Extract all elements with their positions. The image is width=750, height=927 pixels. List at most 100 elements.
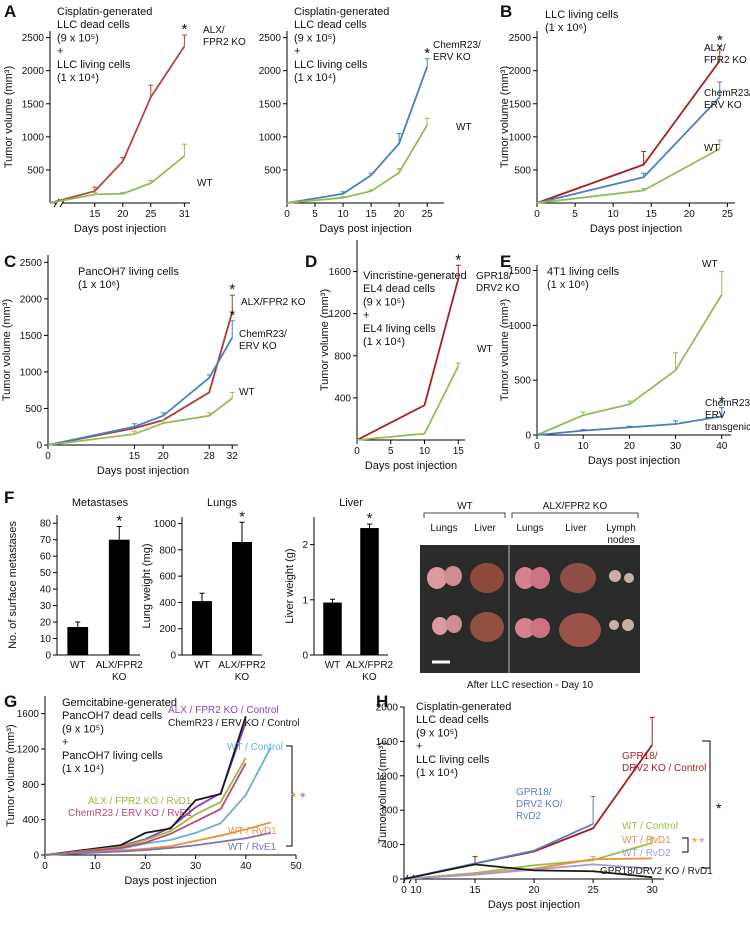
y-tick-label: 400 bbox=[381, 840, 398, 851]
panel-label: B bbox=[500, 2, 512, 21]
y-tick-label: 40 bbox=[40, 585, 52, 596]
panel-label: A bbox=[4, 2, 16, 21]
y-tick-label: 1000 bbox=[509, 132, 532, 143]
significance-mark: * bbox=[291, 789, 297, 805]
series-line bbox=[44, 716, 247, 856]
error-bar bbox=[92, 186, 98, 192]
error-bar bbox=[160, 419, 166, 424]
y-tick-label: 10 bbox=[40, 634, 52, 645]
error-bar bbox=[455, 264, 461, 279]
x-tick-label: 0 bbox=[401, 885, 407, 896]
x-axis-label: Days post injection bbox=[124, 875, 216, 887]
x-tick-label: 31 bbox=[179, 209, 191, 220]
error-bar bbox=[160, 412, 166, 416]
column-label: Lungs bbox=[430, 523, 457, 534]
y-axis-label: No. of surface metastases bbox=[7, 521, 19, 649]
y-tick-label: 1200 bbox=[376, 771, 399, 782]
y-tick-label: 1600 bbox=[17, 709, 40, 720]
x-tick-label: 10 bbox=[90, 861, 102, 872]
series-label: WT / Control bbox=[227, 742, 283, 753]
y-tick-label: 0 bbox=[525, 431, 531, 442]
chart-title: Metastases bbox=[72, 497, 129, 509]
error-bar bbox=[717, 45, 723, 61]
series-line bbox=[536, 60, 721, 204]
organ bbox=[470, 612, 504, 642]
bar bbox=[360, 528, 379, 655]
x-tick-label: 5 bbox=[388, 446, 394, 457]
chart-title: LLC living cells (1 x 10⁶) bbox=[545, 9, 619, 34]
y-tick-label: 400 bbox=[159, 598, 176, 609]
y-tick-label: 2000 bbox=[509, 66, 532, 77]
error-bar bbox=[626, 425, 632, 428]
photo bbox=[420, 545, 640, 673]
x-tick-label: 10 bbox=[578, 441, 590, 452]
y-tick-label: 400 bbox=[334, 393, 351, 404]
column-label: Lymph nodes bbox=[606, 523, 636, 546]
error-bar bbox=[199, 592, 205, 602]
error-bar bbox=[673, 352, 679, 371]
significance-bracket bbox=[286, 745, 293, 847]
y-tick-label: 0 bbox=[33, 851, 39, 862]
x-tick-label: ALX/FPR2 KO bbox=[96, 660, 144, 683]
x-tick-label: 20 bbox=[624, 441, 636, 452]
x-tick-label: ALX/FPR2 KO bbox=[218, 660, 266, 683]
x-axis-label: Days post injection bbox=[488, 899, 580, 911]
organ bbox=[470, 563, 504, 593]
y-tick-label: 1000 bbox=[509, 321, 532, 332]
series-line bbox=[356, 365, 460, 441]
y-tick-label: 50 bbox=[40, 568, 52, 579]
y-tick-label: 1 bbox=[302, 595, 308, 606]
x-tick-label: 40 bbox=[240, 861, 252, 872]
group-bracket bbox=[423, 512, 639, 518]
error-bar bbox=[717, 81, 723, 98]
y-tick-label: 0 bbox=[45, 651, 51, 662]
panel-label: G bbox=[4, 692, 17, 711]
y-tick-label: 500 bbox=[514, 165, 531, 176]
column-label: Lungs bbox=[516, 523, 543, 534]
x-tick-label: 25 bbox=[722, 209, 734, 220]
x-tick-label: 0 bbox=[42, 861, 48, 872]
y-tick-label: 1500 bbox=[20, 331, 43, 342]
x-tick-label: 15 bbox=[646, 209, 658, 220]
y-tick-label: 800 bbox=[334, 351, 351, 362]
y-tick-label: 2000 bbox=[22, 66, 45, 77]
x-tick-label: WT bbox=[194, 660, 210, 671]
series-label: GPR18/DRV2 KO/RvD2 bbox=[516, 787, 563, 822]
significance-mark: * bbox=[181, 21, 187, 38]
y-tick-label: 1200 bbox=[329, 309, 352, 320]
group-label: WT bbox=[457, 501, 473, 512]
y-tick-label: 400 bbox=[22, 815, 39, 826]
series-line bbox=[44, 832, 272, 856]
series-line bbox=[47, 397, 233, 446]
error-bar bbox=[580, 429, 586, 431]
y-axis-label: Tumor volume (mm³) bbox=[499, 66, 511, 168]
error-bar bbox=[120, 191, 126, 194]
panel-label: C bbox=[4, 252, 16, 271]
error-bar bbox=[330, 598, 335, 603]
error-bar bbox=[641, 187, 647, 191]
y-tick-label: 2 bbox=[302, 540, 308, 551]
error-bar bbox=[641, 172, 647, 178]
series-line bbox=[403, 863, 653, 880]
series-label: ALX/FPR2 KO bbox=[241, 297, 306, 308]
axis-break-gap bbox=[57, 199, 63, 207]
error-bar bbox=[131, 423, 137, 427]
y-tick-label: 2000 bbox=[259, 66, 282, 77]
error-bar bbox=[719, 407, 725, 417]
x-tick-label: 25 bbox=[145, 209, 157, 220]
error-bar bbox=[229, 294, 235, 312]
x-tick-label: ALX/FPR2 KO bbox=[346, 660, 394, 683]
series-label: WT / RvD1 bbox=[622, 835, 671, 846]
x-tick-label: 20 bbox=[158, 451, 170, 462]
y-axis-label: Tumor volume (mm³) bbox=[377, 742, 389, 844]
series-label: ChemR23 / ERV KO / Control bbox=[168, 718, 300, 729]
column-label: Liver bbox=[565, 523, 587, 534]
y-tick-label: 1000 bbox=[20, 367, 43, 378]
series-line bbox=[536, 415, 722, 436]
y-tick-label: 1500 bbox=[259, 99, 282, 110]
error-bar bbox=[206, 374, 212, 378]
organ bbox=[515, 618, 535, 638]
error-bar bbox=[116, 526, 122, 540]
error-bar bbox=[719, 271, 725, 295]
